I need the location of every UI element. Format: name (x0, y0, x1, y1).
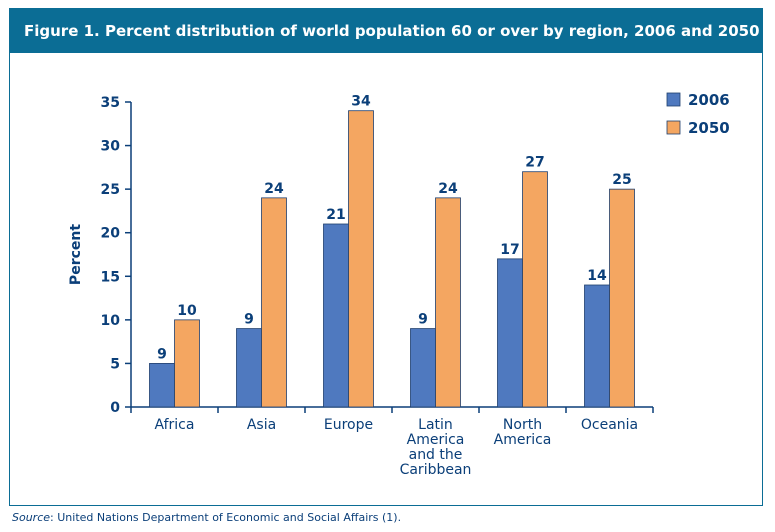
x-tick-label: Europe (324, 417, 373, 433)
data-label: 34 (351, 94, 371, 110)
bar-2050-africa (174, 319, 200, 408)
y-tick-label: 5 (110, 356, 120, 372)
data-label: 24 (438, 181, 458, 197)
figure-frame: Figure 1. Percent distribution of world … (9, 8, 763, 506)
source-text: : United Nations Department of Economic … (50, 511, 402, 524)
data-label: 9 (244, 312, 254, 328)
x-tick-label: Latin (418, 417, 453, 433)
y-tick-label: 10 (101, 313, 121, 329)
bar-2050-europe (348, 110, 374, 408)
data-label: 10 (177, 303, 197, 319)
bar-2006-latin-america-and-the-caribbean (410, 328, 436, 408)
data-label: 9 (418, 312, 428, 328)
source-note: Source: United Nations Department of Eco… (12, 511, 401, 524)
data-label: 27 (525, 155, 544, 171)
bar-2006-north-america (497, 258, 523, 408)
y-tick-label: 20 (101, 226, 121, 242)
bar-2050-north-america (522, 171, 548, 408)
data-label: 21 (326, 207, 345, 223)
data-label: 17 (500, 242, 519, 258)
legend-swatch-2050 (666, 120, 681, 135)
legend-swatch-2006 (666, 92, 681, 107)
source-label: Source (12, 511, 51, 524)
bar-2006-oceania (584, 284, 610, 408)
chart-title: Figure 1. Percent distribution of world … (10, 9, 762, 53)
x-tick-label: America (407, 432, 465, 448)
data-label: 24 (264, 181, 284, 197)
data-label: 25 (612, 172, 631, 188)
x-tick-label: and the (409, 447, 463, 463)
bar-2006-europe (323, 223, 349, 408)
x-tick-label: Oceania (581, 417, 638, 433)
bar-2050-asia (261, 197, 287, 408)
y-tick-label: 0 (110, 400, 120, 416)
data-label: 9 (157, 346, 167, 362)
bar-2050-oceania (609, 188, 635, 408)
y-tick-label: 25 (101, 182, 120, 198)
y-tick-label: 15 (101, 269, 120, 285)
data-label: 14 (587, 268, 607, 284)
x-tick-label: Asia (247, 417, 276, 433)
bar-2050-latin-america-and-the-caribbean (435, 197, 461, 408)
legend-label-2050: 2050 (688, 119, 730, 137)
bar-2006-africa (149, 363, 175, 408)
bar-2006-asia (236, 328, 262, 408)
y-tick-label: 30 (101, 139, 121, 155)
x-tick-label: North (503, 417, 542, 433)
y-tick-label: 35 (101, 95, 120, 111)
x-tick-label: America (494, 432, 552, 448)
x-tick-label: Caribbean (400, 462, 472, 478)
bar-chart: 0 5 10 15 20 25 30 35 Percent 9 10 Africa 9 24 Asia 21 3… (68, 91, 730, 478)
legend-label-2006: 2006 (688, 91, 730, 109)
x-tick-label: Africa (155, 417, 195, 433)
y-axis-title: Percent (68, 224, 84, 285)
